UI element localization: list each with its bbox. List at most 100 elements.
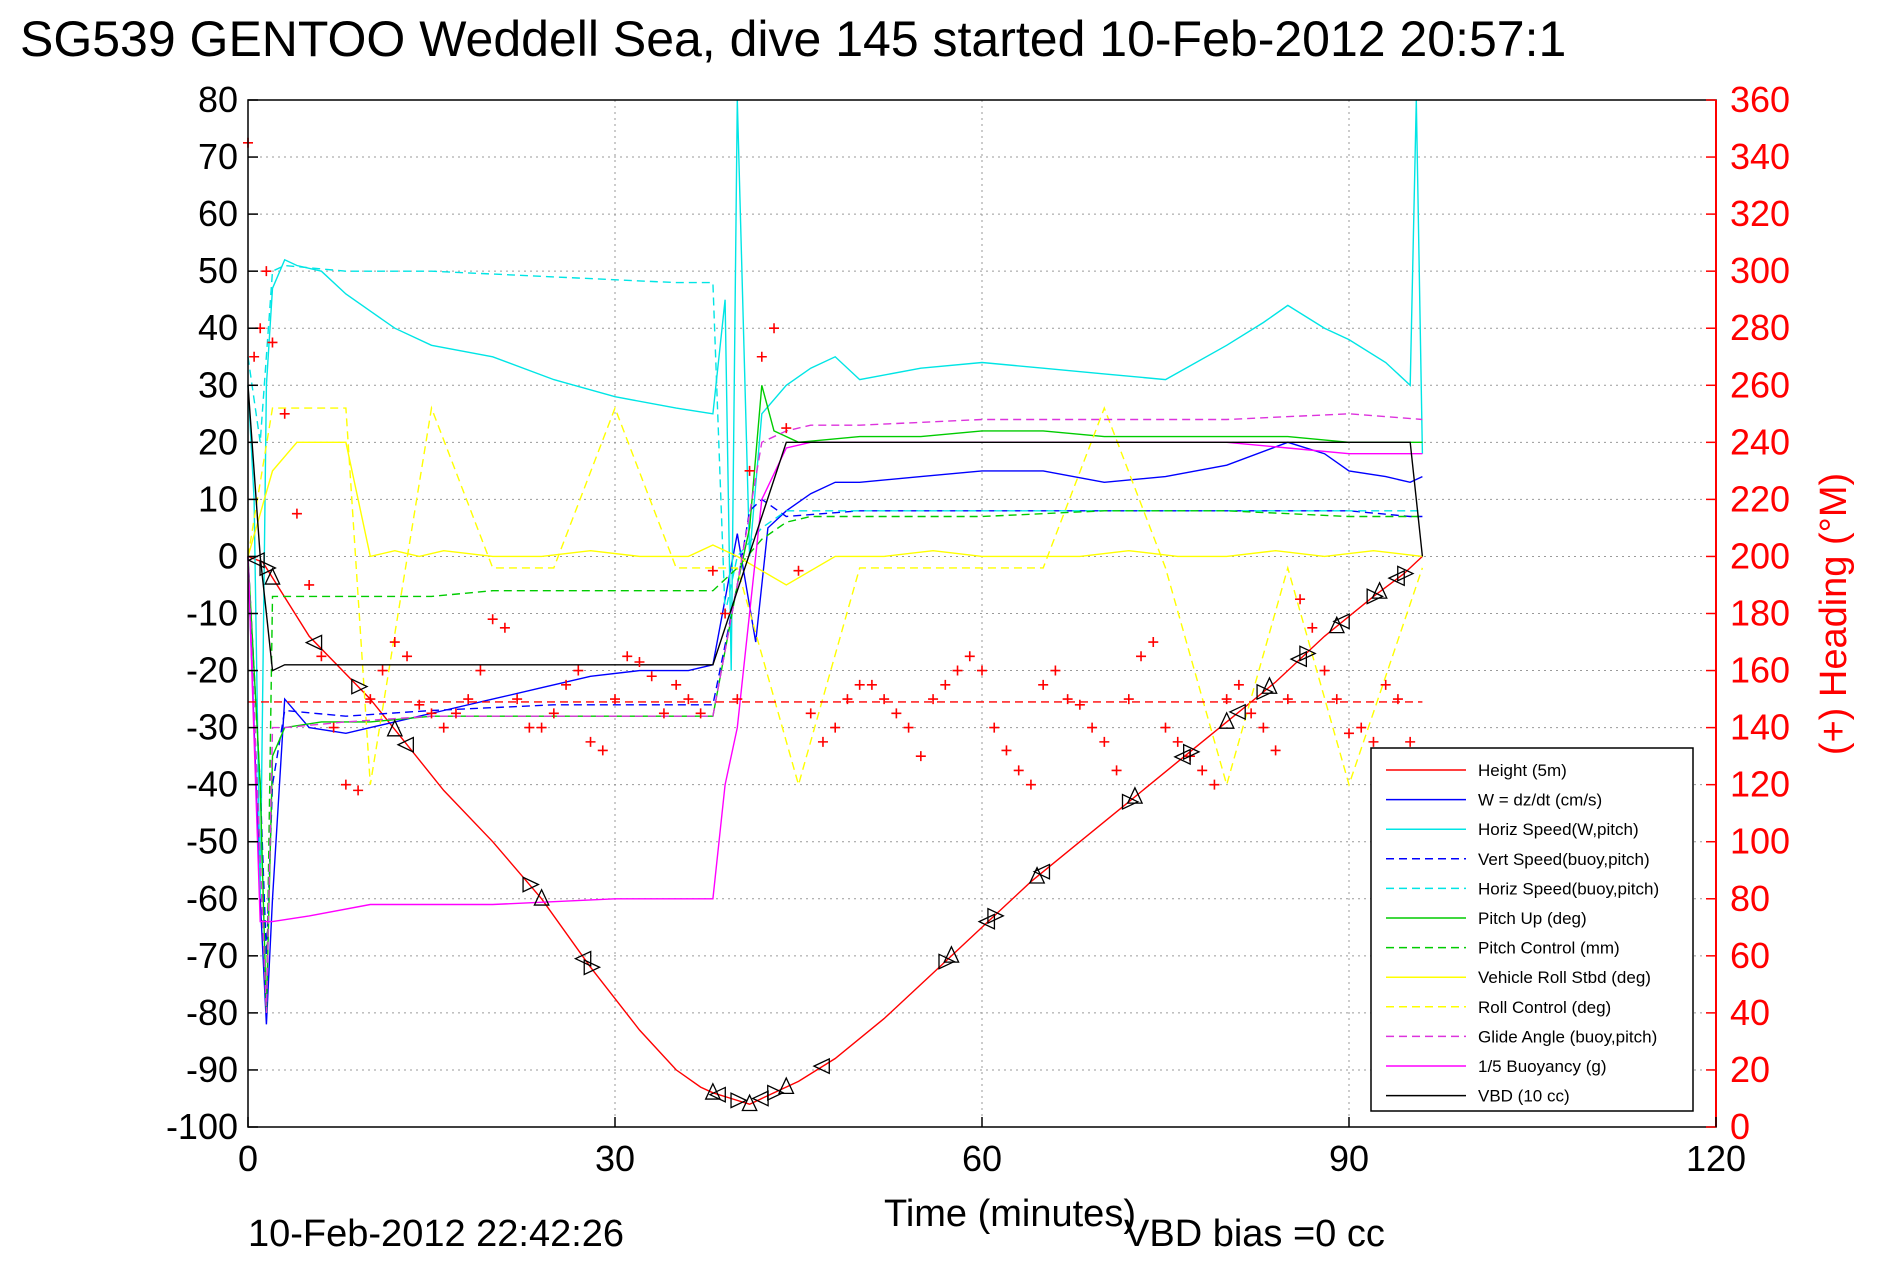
heading-point xyxy=(548,708,559,719)
heading-point xyxy=(585,736,596,747)
bottom-axis: 0 30 60 90 120 xyxy=(238,1117,1746,1179)
bottom-tick-label: 90 xyxy=(1329,1138,1369,1179)
series-line-w-dz-dt-cm-s xyxy=(247,441,1423,1025)
right-tick-label: 40 xyxy=(1730,992,1770,1033)
heading-point xyxy=(915,751,926,762)
dive-marker xyxy=(351,678,369,695)
series-line-roll-control-deg xyxy=(247,405,1424,788)
heading-point xyxy=(1282,694,1293,705)
heading-point xyxy=(928,694,939,705)
dive-marker xyxy=(1126,786,1144,804)
heading-point xyxy=(463,694,474,705)
heading-point xyxy=(842,694,853,705)
chart-title: SG539 GENTOO Weddell Sea, dive 145 start… xyxy=(20,11,1566,67)
heading-point xyxy=(1319,665,1330,676)
heading-point xyxy=(646,671,657,682)
dive-marker xyxy=(977,913,996,930)
right-tick-label: 300 xyxy=(1730,250,1790,291)
series-line-vehicle-roll-stbd-deg xyxy=(247,441,1423,586)
dive-marker xyxy=(396,736,414,753)
heading-point xyxy=(365,694,376,705)
heading-point xyxy=(879,694,890,705)
heading-point xyxy=(989,722,1000,733)
heading-point xyxy=(561,679,572,690)
heading-point xyxy=(634,656,645,667)
dive-marker xyxy=(708,1086,726,1103)
legend-label: W = dz/dt (cm/s) xyxy=(1478,791,1602,810)
heading-point xyxy=(940,679,951,690)
heading-point xyxy=(1344,728,1354,739)
right-tick-label: 160 xyxy=(1730,650,1790,691)
heading-point xyxy=(1331,694,1342,705)
heading-point xyxy=(707,565,718,576)
right-tick-label: 100 xyxy=(1730,821,1790,862)
bottom-tick-label: 30 xyxy=(595,1138,635,1179)
dive-marker xyxy=(741,1093,758,1112)
heading-point xyxy=(1050,665,1061,676)
heading-point xyxy=(1025,779,1036,790)
left-tick-label: -20 xyxy=(186,650,238,691)
series-line-glide-angle-buoy-pitch xyxy=(247,413,1423,1013)
right-axis: 3603403203002802602402202001801601401201… xyxy=(1706,79,1790,1147)
heading-point xyxy=(450,708,461,719)
left-tick-label: 10 xyxy=(198,478,238,519)
dive-marker xyxy=(987,907,1005,925)
right-tick-label: 0 xyxy=(1730,1106,1750,1147)
heading-point xyxy=(316,651,327,662)
heading-point xyxy=(1148,637,1159,648)
heading-point xyxy=(977,665,987,676)
heading-point xyxy=(1258,722,1269,733)
dive-marker xyxy=(573,950,592,967)
dive-marker xyxy=(1397,565,1415,582)
legend-label: VBD (10 cc) xyxy=(1478,1087,1570,1106)
dive-marker xyxy=(1289,650,1308,668)
heading-point xyxy=(1074,699,1085,710)
heading-point xyxy=(304,579,315,590)
heading-point xyxy=(389,637,400,648)
heading-point xyxy=(952,665,963,676)
bottom-tick-label: 60 xyxy=(962,1138,1002,1179)
timestamp-footnote: 10-Feb-2012 22:42:26 xyxy=(248,1213,624,1255)
heading-point xyxy=(781,423,792,434)
heading-point xyxy=(720,608,731,619)
heading-point xyxy=(1233,679,1244,690)
dive-marker xyxy=(522,876,540,893)
right-tick-label: 60 xyxy=(1730,935,1770,976)
legend-entries: Height (5m) W = dz/dt (cm/s) Horiz Speed(W… xyxy=(1386,761,1659,1106)
heading-point xyxy=(536,722,547,733)
heading-point xyxy=(903,722,914,733)
right-tick-label: 260 xyxy=(1730,364,1790,405)
heading-point xyxy=(695,708,706,719)
heading-point xyxy=(1392,694,1403,705)
dive-marker xyxy=(1032,863,1051,880)
series-line-pitch-up-deg xyxy=(247,385,1423,1013)
left-tick-label: 40 xyxy=(198,307,238,348)
heading-point xyxy=(1368,736,1379,747)
heading-point xyxy=(487,614,498,625)
right-tick-label: 360 xyxy=(1730,79,1790,120)
dive-marker xyxy=(1218,711,1235,729)
heading-point xyxy=(891,708,902,719)
heading-point xyxy=(830,722,841,733)
dive-marker xyxy=(1332,613,1350,630)
heading-point xyxy=(1356,722,1367,733)
heading-point xyxy=(261,266,272,277)
heading-point xyxy=(769,323,780,334)
legend-label: Pitch Up (deg) xyxy=(1478,909,1587,928)
heading-point xyxy=(267,337,278,348)
legend-label: Vert Speed(buoy,pitch) xyxy=(1478,850,1650,869)
bottom-tick-label: 0 xyxy=(238,1138,258,1179)
heading-point xyxy=(610,694,620,705)
heading-point xyxy=(1295,594,1306,605)
heading-point xyxy=(1087,722,1098,733)
dive-marker xyxy=(778,1076,795,1095)
left-tick-label: 70 xyxy=(198,136,238,177)
legend-box xyxy=(1370,747,1694,1112)
left-tick-label: 30 xyxy=(198,364,238,405)
heading-point xyxy=(964,651,975,662)
left-tick-label: -70 xyxy=(186,935,238,976)
heading-point xyxy=(524,722,535,733)
heading-point xyxy=(1013,765,1024,776)
right-tick-label: 320 xyxy=(1730,193,1790,234)
heading-point xyxy=(291,508,302,519)
